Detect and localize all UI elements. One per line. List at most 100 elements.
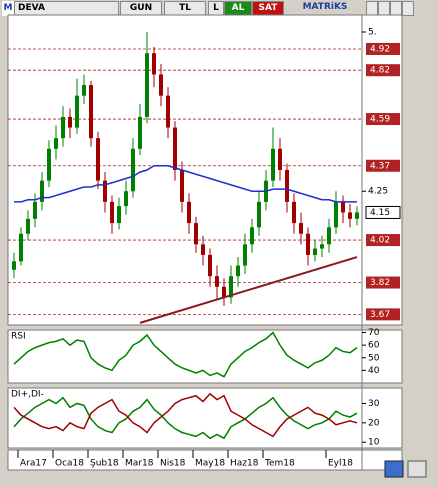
indicator-line	[13, 392, 358, 438]
candle-body	[166, 95, 170, 128]
panel-title: DI+,DI-	[11, 390, 44, 400]
level-label: 3.67	[370, 310, 390, 320]
candle-body	[201, 244, 205, 255]
x-tick-label: Haz18	[230, 459, 259, 469]
last-price-label: 4.15	[370, 208, 390, 218]
candle-body	[96, 138, 100, 181]
y-tick-label: 5.	[368, 27, 377, 37]
panel-title: RSI	[11, 332, 26, 342]
candle-body	[89, 85, 93, 139]
brand: MATRiKS	[302, 2, 348, 12]
y-tick-label: 70	[368, 328, 380, 338]
candle-body	[341, 201, 345, 213]
candle-body	[173, 127, 177, 170]
level-label: 4.37	[370, 161, 390, 171]
y-tick-label: 20	[368, 418, 380, 428]
candle-body	[75, 95, 79, 128]
level-box	[366, 64, 400, 77]
candle-body	[299, 223, 303, 234]
candle-body	[215, 276, 219, 287]
candle-body	[131, 148, 135, 192]
x-tick-label: Nis18	[160, 459, 186, 469]
candle-body	[334, 201, 338, 228]
candle-body	[313, 248, 317, 255]
candle-body	[348, 212, 352, 219]
y-tick-label: 40	[368, 366, 380, 376]
x-tick-label: Oca18	[55, 459, 84, 469]
candle-body	[33, 201, 37, 219]
candle-body	[138, 116, 142, 149]
candle-body	[152, 53, 156, 75]
level-label: 4.82	[370, 66, 390, 76]
scroll-icon[interactable]	[384, 460, 404, 478]
x-tick-label: Şub18	[90, 459, 119, 469]
level-box	[366, 308, 400, 321]
candle-body	[82, 85, 86, 96]
candle-body	[194, 223, 198, 245]
price-panel	[7, 14, 403, 326]
candle-body	[61, 116, 65, 139]
candle-body	[180, 170, 184, 202]
candle-body	[236, 265, 240, 277]
candle-body	[110, 201, 114, 224]
candle-body	[124, 191, 128, 207]
level-box	[366, 42, 400, 55]
candle-body	[19, 233, 23, 262]
level-box	[366, 113, 400, 126]
candle-body	[103, 180, 107, 202]
candle-body	[355, 212, 359, 219]
candle-body	[187, 201, 191, 224]
level-label: 4.02	[370, 236, 390, 246]
y-tick-label: 10	[368, 438, 380, 448]
level-label: 4.59	[370, 115, 390, 125]
candle-body	[229, 276, 233, 298]
candle-body	[257, 201, 261, 228]
candle-body	[222, 286, 226, 298]
x-tick-label: Ara17	[20, 459, 47, 469]
candle-body	[26, 218, 30, 234]
scroll-icon[interactable]	[407, 460, 427, 478]
y-tick-label: 50	[368, 353, 380, 363]
level-label: 3.82	[370, 278, 390, 288]
candle-body	[117, 206, 121, 224]
indicator-line	[13, 331, 358, 378]
candle-body	[208, 254, 212, 277]
y-tick-label: 60	[368, 341, 380, 351]
candle-body	[145, 53, 149, 117]
di-panel	[7, 387, 403, 449]
level-box	[366, 234, 400, 247]
candle-body	[271, 148, 275, 181]
y-tick-label: 30	[368, 399, 380, 409]
x-tick-label: Mar18	[125, 459, 154, 469]
candle-body	[285, 170, 289, 202]
candle-body	[278, 148, 282, 170]
candle-body	[47, 148, 51, 181]
indicator-line	[13, 396, 358, 440]
moving-average	[14, 165, 357, 203]
candle-body	[320, 244, 324, 249]
x-tick-label: Tem18	[264, 459, 295, 469]
candle-body	[243, 244, 247, 266]
level-box	[366, 159, 400, 172]
x-tick-label: May18	[195, 459, 225, 469]
trend-line	[139, 256, 358, 324]
level-box	[366, 276, 400, 289]
candle-body	[68, 116, 72, 128]
candle-body	[12, 261, 16, 270]
candle-body	[327, 227, 331, 245]
candle-body	[250, 227, 254, 245]
window-button[interactable]	[402, 1, 414, 16]
x-axis-strip	[7, 449, 403, 471]
last-price-box	[365, 205, 401, 219]
candle-body	[40, 180, 44, 202]
candle-body	[292, 201, 296, 224]
level-label: 4.92	[370, 44, 390, 54]
y-tick-label: 4.25	[368, 187, 388, 197]
candle-body	[54, 138, 58, 149]
rsi-panel	[7, 329, 403, 384]
x-tick-label: Eyl18	[328, 459, 353, 469]
candle-body	[306, 233, 310, 255]
candle-body	[159, 74, 163, 96]
